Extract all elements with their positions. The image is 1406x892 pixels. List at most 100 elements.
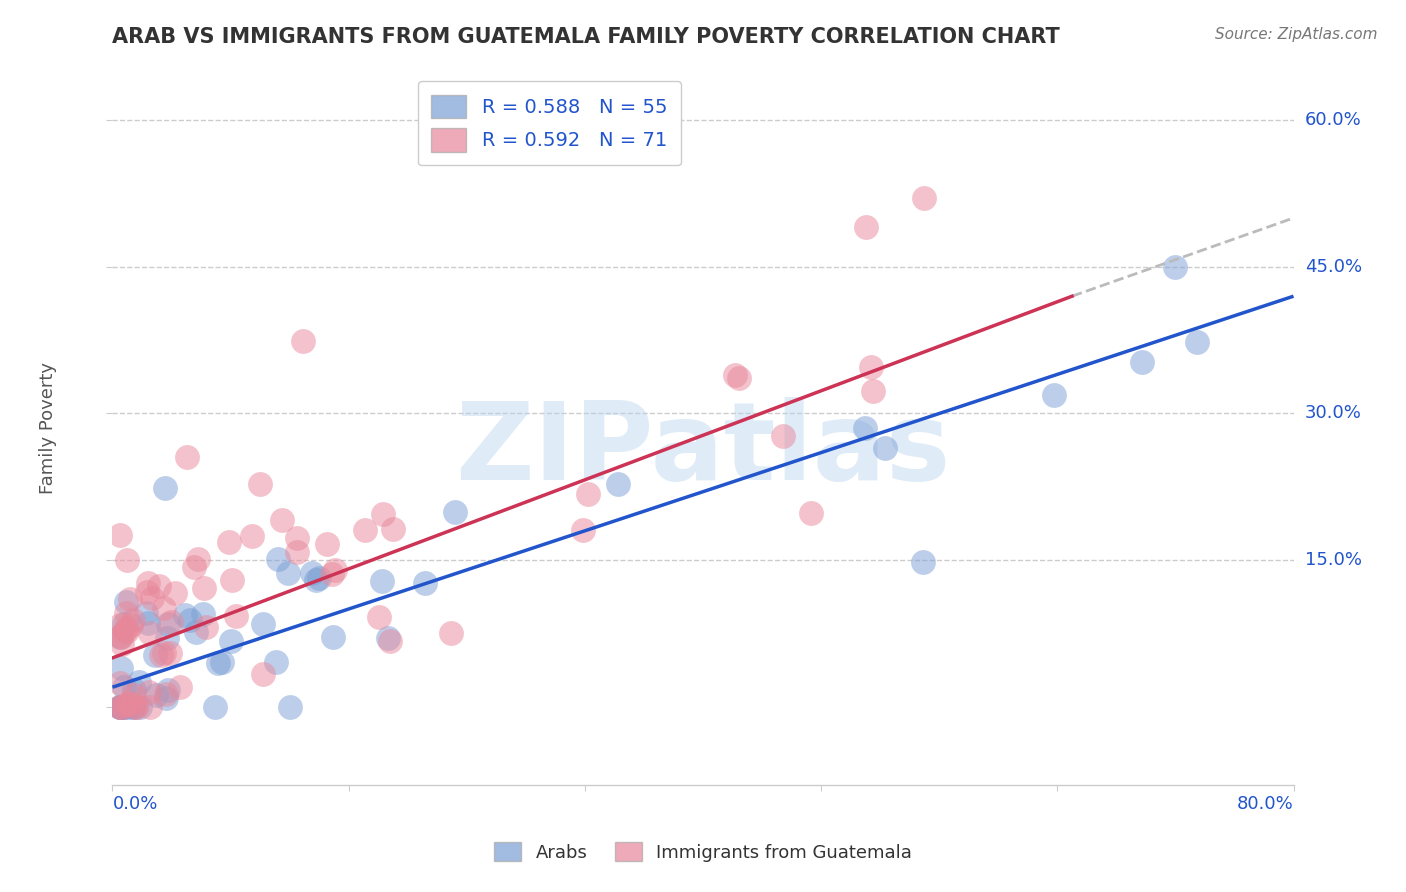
Point <box>121 699 143 714</box>
Point <box>218 535 240 549</box>
Point <box>576 486 599 500</box>
Text: 15.0%: 15.0% <box>1305 551 1361 569</box>
Point <box>153 646 176 660</box>
Point <box>285 545 308 559</box>
Point <box>800 507 823 521</box>
Text: 80.0%: 80.0% <box>1237 795 1294 813</box>
Point <box>121 613 143 627</box>
Point <box>219 633 242 648</box>
Point <box>772 429 794 443</box>
Point <box>271 513 294 527</box>
Point <box>186 625 208 640</box>
Point <box>321 630 343 644</box>
Point <box>914 191 936 205</box>
Point <box>285 532 308 546</box>
Point <box>114 617 136 632</box>
Point <box>381 523 404 537</box>
Point <box>193 607 215 622</box>
Point <box>367 610 389 624</box>
Point <box>1187 334 1209 349</box>
Point <box>108 527 131 541</box>
Point <box>150 648 173 662</box>
Point <box>125 699 148 714</box>
Point <box>115 699 138 714</box>
Point <box>108 630 131 644</box>
Point <box>117 698 139 712</box>
Point <box>122 699 145 714</box>
Point <box>143 648 166 662</box>
Point <box>291 334 314 349</box>
Point <box>157 616 180 631</box>
Point <box>138 626 160 640</box>
Point <box>110 661 132 675</box>
Text: 60.0%: 60.0% <box>1305 112 1361 129</box>
Point <box>728 371 751 385</box>
Point <box>194 620 217 634</box>
Point <box>118 697 141 711</box>
Point <box>278 699 301 714</box>
Point <box>301 566 323 580</box>
Point <box>108 699 131 714</box>
Point <box>204 699 226 714</box>
Text: ARAB VS IMMIGRANTS FROM GUATEMALA FAMILY POVERTY CORRELATION CHART: ARAB VS IMMIGRANTS FROM GUATEMALA FAMILY… <box>112 27 1060 46</box>
Point <box>135 606 157 620</box>
Point <box>138 615 160 630</box>
Point <box>125 699 148 714</box>
Point <box>128 675 150 690</box>
Point <box>1164 260 1187 274</box>
Point <box>138 685 160 699</box>
Point <box>115 624 138 638</box>
Point <box>862 384 884 399</box>
Point <box>155 687 177 701</box>
Point <box>724 368 747 382</box>
Point <box>136 585 159 599</box>
Point <box>112 680 135 694</box>
Point <box>572 523 595 537</box>
Text: Family Poverty: Family Poverty <box>38 362 56 494</box>
Point <box>108 618 131 632</box>
Point <box>179 613 201 627</box>
Point <box>174 608 197 623</box>
Point <box>114 621 136 635</box>
Point <box>141 591 163 605</box>
Point <box>377 632 399 646</box>
Point <box>305 573 328 587</box>
Point <box>169 680 191 694</box>
Point <box>176 450 198 464</box>
Point <box>308 571 330 585</box>
Point <box>252 666 274 681</box>
Point <box>323 563 346 577</box>
Point <box>187 551 209 566</box>
Point <box>122 682 145 697</box>
Point <box>108 699 131 714</box>
Point <box>155 481 177 495</box>
Point <box>221 573 243 587</box>
Text: Source: ZipAtlas.com: Source: ZipAtlas.com <box>1215 27 1378 42</box>
Point <box>129 699 152 714</box>
Point <box>267 551 290 566</box>
Point <box>108 699 131 714</box>
Point <box>115 553 138 567</box>
Point <box>110 630 132 644</box>
Point <box>252 616 274 631</box>
Point <box>165 585 187 599</box>
Point <box>443 505 465 519</box>
Point <box>156 683 179 698</box>
Text: 30.0%: 30.0% <box>1305 404 1361 423</box>
Point <box>607 476 630 491</box>
Point <box>159 646 181 660</box>
Point <box>353 523 375 537</box>
Point <box>139 699 162 714</box>
Point <box>160 615 183 630</box>
Point <box>111 637 134 651</box>
Point <box>148 579 170 593</box>
Point <box>112 699 135 714</box>
Text: 0.0%: 0.0% <box>112 795 157 813</box>
Point <box>120 617 142 632</box>
Point <box>264 655 287 669</box>
Point <box>118 592 141 607</box>
Point <box>114 624 136 638</box>
Point <box>373 508 395 522</box>
Point <box>316 537 339 551</box>
Point <box>108 630 131 644</box>
